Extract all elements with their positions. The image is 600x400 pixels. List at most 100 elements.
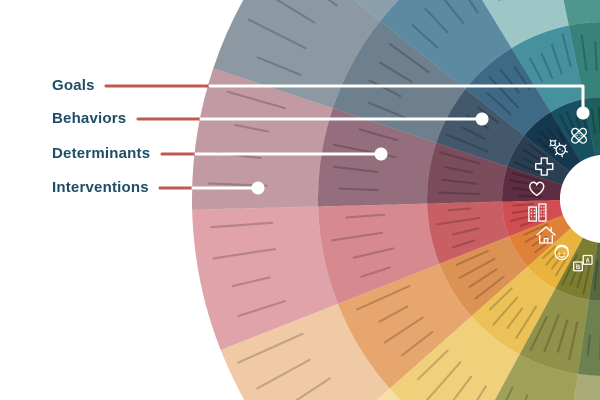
hatch-mark xyxy=(458,257,496,279)
goals-marker-dot xyxy=(576,106,590,120)
hatch-mark xyxy=(474,275,505,300)
wedge-germs-ring-behaviors xyxy=(465,48,551,136)
hatch-mark xyxy=(331,231,384,242)
interventions-marker-dot xyxy=(251,181,265,195)
wedge-house-ring-interventions xyxy=(220,303,390,400)
hatch-mark xyxy=(576,260,587,289)
hatch-mark xyxy=(568,321,579,361)
hatch-mark xyxy=(524,231,543,243)
hatch-mark xyxy=(492,296,519,326)
hatch-mark xyxy=(327,0,338,7)
hatch-mark xyxy=(444,166,474,174)
hatch-mark xyxy=(360,266,391,278)
hatch-mark xyxy=(379,61,413,83)
hatch-mark xyxy=(367,101,409,120)
wedge-teal-green-sliver-ring-determinants xyxy=(563,0,600,26)
hatch-mark xyxy=(543,314,560,353)
hatch-mark xyxy=(594,41,598,72)
hatch-mark xyxy=(540,53,554,79)
hatch-mark xyxy=(519,217,546,227)
hatch-mark xyxy=(451,239,476,249)
abc-blocks-icon: BA xyxy=(572,254,593,272)
ring-label-determinants: Determinants xyxy=(52,145,151,162)
hatch-mark xyxy=(528,144,548,159)
hatch-mark xyxy=(475,385,487,400)
ring-label-behaviors: Behaviors xyxy=(52,110,127,127)
hatch-mark xyxy=(554,255,569,277)
heart-icon xyxy=(529,181,545,197)
germs-icon xyxy=(549,139,569,158)
hatch-mark xyxy=(401,331,434,357)
hatch-mark xyxy=(529,57,544,83)
hatch-mark xyxy=(424,7,449,34)
city-buildings-icon xyxy=(528,203,547,222)
hatch-mark xyxy=(529,315,548,351)
wedge-heart-ring-behaviors xyxy=(426,142,508,204)
hatch-mark xyxy=(515,305,538,340)
hatch-mark xyxy=(488,287,513,311)
hatch-mark xyxy=(506,307,523,330)
hatch-mark xyxy=(416,349,449,381)
wedge-abc-blocks-ring-determinants xyxy=(494,354,578,400)
hatch-mark xyxy=(452,227,480,236)
hatch-mark xyxy=(226,90,287,110)
hatch-mark xyxy=(590,108,597,135)
wedge-germs-ring-interventions xyxy=(353,0,399,21)
hatch-mark xyxy=(556,319,569,353)
hatch-mark xyxy=(294,377,332,400)
hatch-mark xyxy=(513,161,546,176)
hatch-mark xyxy=(511,171,543,183)
wedge-heart-ring-interventions xyxy=(192,68,333,210)
svg-text:B: B xyxy=(576,265,581,271)
hatch-mark xyxy=(256,56,302,76)
hatch-mark xyxy=(452,375,473,400)
hatch-mark xyxy=(445,133,489,153)
hatch-mark xyxy=(461,126,486,140)
hatch-mark xyxy=(212,247,277,260)
hatch-mark xyxy=(539,130,558,150)
hatch-mark xyxy=(580,34,588,72)
hatch-mark xyxy=(486,92,512,116)
medical-cross-icon xyxy=(535,157,554,176)
hatch-mark xyxy=(499,68,520,94)
hatch-mark xyxy=(275,0,316,24)
hatch-mark xyxy=(488,76,520,109)
hatch-mark xyxy=(378,305,409,323)
hatch-mark xyxy=(511,187,542,193)
behaviors-marker-dot xyxy=(475,112,489,126)
wedge-germs-ring-determinants xyxy=(380,0,512,89)
determinants-marker-dot xyxy=(374,147,388,161)
hatch-mark xyxy=(438,151,481,165)
wheel-hub xyxy=(560,155,600,243)
wedge-medical-cross-ring-behaviors xyxy=(436,88,525,167)
hatch-mark xyxy=(508,179,541,188)
hatch-mark xyxy=(388,42,430,74)
house-icon xyxy=(536,226,556,244)
hatch-mark xyxy=(355,284,411,311)
hatch-mark xyxy=(505,386,514,400)
hatch-mark xyxy=(523,223,549,236)
wedge-green-sliver-ring-determinants xyxy=(573,374,600,400)
hatch-mark xyxy=(237,332,304,364)
hatch-mark xyxy=(561,254,578,286)
wedge-person-face-ring-interventions xyxy=(376,388,401,400)
hatch-mark xyxy=(441,178,478,185)
hatch-mark xyxy=(509,212,545,222)
hatch-mark xyxy=(383,316,424,344)
leader-white-goals xyxy=(208,84,585,115)
hatch-mark xyxy=(437,191,480,196)
hatch-mark xyxy=(468,268,498,288)
wedge-medical-cross-ring-interventions xyxy=(213,0,381,109)
hatch-mark xyxy=(550,43,563,75)
wedge-person-face-ring-determinants xyxy=(389,316,520,400)
hatch-mark xyxy=(476,106,500,124)
wedge-house-ring-behaviors xyxy=(439,236,528,317)
hatch-mark xyxy=(467,0,479,14)
wedge-medical-cross-ring-determinants xyxy=(332,20,466,143)
hatch-mark xyxy=(332,165,379,174)
wedge-house-ring-determinants xyxy=(337,263,472,389)
hatch-mark xyxy=(546,127,562,146)
wedge-city-buildings-ring-goals xyxy=(502,200,564,237)
